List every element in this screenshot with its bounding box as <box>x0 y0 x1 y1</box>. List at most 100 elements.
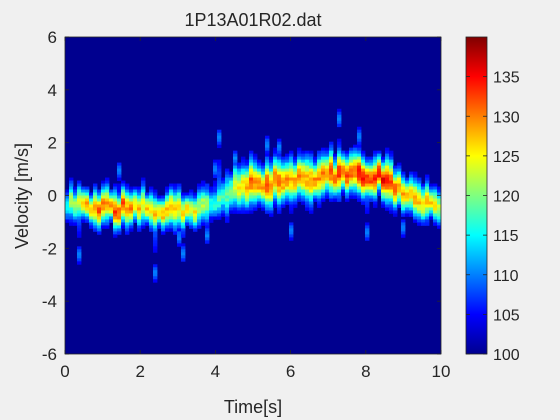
heatmap-cell <box>357 186 362 190</box>
heatmap-cell <box>321 180 326 184</box>
heatmap-cell <box>249 171 254 175</box>
heatmap-cell <box>185 216 190 220</box>
heatmap-cell <box>145 198 150 202</box>
x-axis: 0 2 4 6 8 10 <box>60 37 450 381</box>
heatmap-cell <box>149 213 154 217</box>
heatmap-cell <box>373 183 378 187</box>
heatmap-cell <box>389 159 394 163</box>
heatmap-cell <box>237 204 242 208</box>
heatmap-cell <box>121 183 126 187</box>
heatmap-cell <box>153 198 158 202</box>
heatmap-cell <box>265 162 270 166</box>
heatmap-cell <box>233 171 238 175</box>
heatmap-cell <box>117 177 122 181</box>
heatmap-cell <box>73 201 78 205</box>
heatmap-cell <box>421 204 426 208</box>
heatmap-cell <box>413 213 418 217</box>
heatmap-cell <box>389 165 394 169</box>
heatmap-cell <box>189 189 194 193</box>
heatmap-cell <box>113 219 118 223</box>
heatmap-cell <box>101 222 106 226</box>
heatmap-cell <box>133 210 138 214</box>
heatmap-cell <box>173 189 178 193</box>
heatmap-cell <box>361 180 366 184</box>
heatmap-cell <box>137 219 142 223</box>
colorbar-tick-label: 105 <box>493 307 520 324</box>
heatmap-cell <box>277 141 282 146</box>
heatmap-cell <box>369 195 374 199</box>
heatmap-cell <box>325 171 330 175</box>
heatmap-cell <box>105 192 110 196</box>
heatmap-cell <box>81 213 86 217</box>
heatmap-cell <box>125 210 130 214</box>
heatmap-cell <box>93 210 98 214</box>
heatmap-cell <box>365 156 370 161</box>
heatmap-cell <box>361 195 366 199</box>
heatmap-cell <box>381 189 386 193</box>
heatmap-cell <box>353 162 358 166</box>
heatmap-cell <box>425 219 430 223</box>
heatmap-cell <box>93 195 98 199</box>
heatmap-cell <box>269 204 274 208</box>
heatmap-cell <box>69 195 74 199</box>
heatmap-cell <box>217 198 222 202</box>
heatmap-cell <box>413 177 418 181</box>
heatmap-cell <box>377 186 382 190</box>
heatmap-cell <box>385 177 390 181</box>
heatmap-cell <box>425 180 430 184</box>
heatmap-cell <box>129 216 134 220</box>
heatmap-cell <box>401 204 406 208</box>
heatmap-cell <box>345 153 350 158</box>
heatmap-cell <box>253 201 258 205</box>
heatmap-cell <box>113 210 118 214</box>
heatmap-cell <box>305 186 310 190</box>
heatmap-cell <box>97 195 102 199</box>
heatmap-cell <box>69 207 74 211</box>
heatmap-cell <box>297 171 302 175</box>
heatmap-cell <box>121 204 126 208</box>
heatmap-cell <box>157 225 162 229</box>
heatmap-cell <box>201 195 206 199</box>
heatmap-cell <box>189 222 194 226</box>
x-tick-label: 6 <box>286 362 295 381</box>
heatmap-cell <box>117 213 122 217</box>
heatmap-cell <box>433 195 438 199</box>
heatmap-cell <box>77 261 82 265</box>
heatmap-cell <box>297 177 302 181</box>
heatmap-cell <box>369 159 374 163</box>
heatmap-cell <box>161 210 166 214</box>
heatmap-cell <box>137 216 142 220</box>
heatmap-cell <box>285 174 290 178</box>
heatmap-cell <box>193 222 198 226</box>
heatmap-cell <box>77 258 82 262</box>
heatmap-cell <box>361 198 366 202</box>
heatmap-cell <box>305 171 310 175</box>
heatmap-cell <box>301 156 306 161</box>
heatmap-cell <box>169 207 174 211</box>
heatmap-cell <box>109 216 114 220</box>
heatmap-cell <box>369 183 374 187</box>
heatmap-cell <box>77 255 82 259</box>
heatmap-cell <box>113 198 118 202</box>
heatmap-cell <box>225 201 230 205</box>
heatmap-cell <box>153 204 158 208</box>
heatmap-cell <box>121 180 126 184</box>
heatmap-cell <box>329 189 334 193</box>
heatmap-cell <box>141 225 146 229</box>
heatmap-cell <box>285 183 290 187</box>
heatmap-cell <box>329 153 334 158</box>
heatmap-cell <box>353 189 358 193</box>
heatmap-cell <box>285 192 290 196</box>
heatmap-cell <box>425 222 430 226</box>
heatmap-cell <box>81 186 86 190</box>
heatmap-cell <box>357 126 362 131</box>
heatmap-cell <box>353 168 358 172</box>
heatmap-cell <box>401 186 406 190</box>
heatmap-cell <box>137 222 142 226</box>
heatmap-cell <box>433 216 438 220</box>
heatmap-cell <box>313 192 318 196</box>
heatmap-cell <box>185 192 190 196</box>
heatmap-cell <box>393 168 398 172</box>
heatmap-cell <box>289 192 294 196</box>
